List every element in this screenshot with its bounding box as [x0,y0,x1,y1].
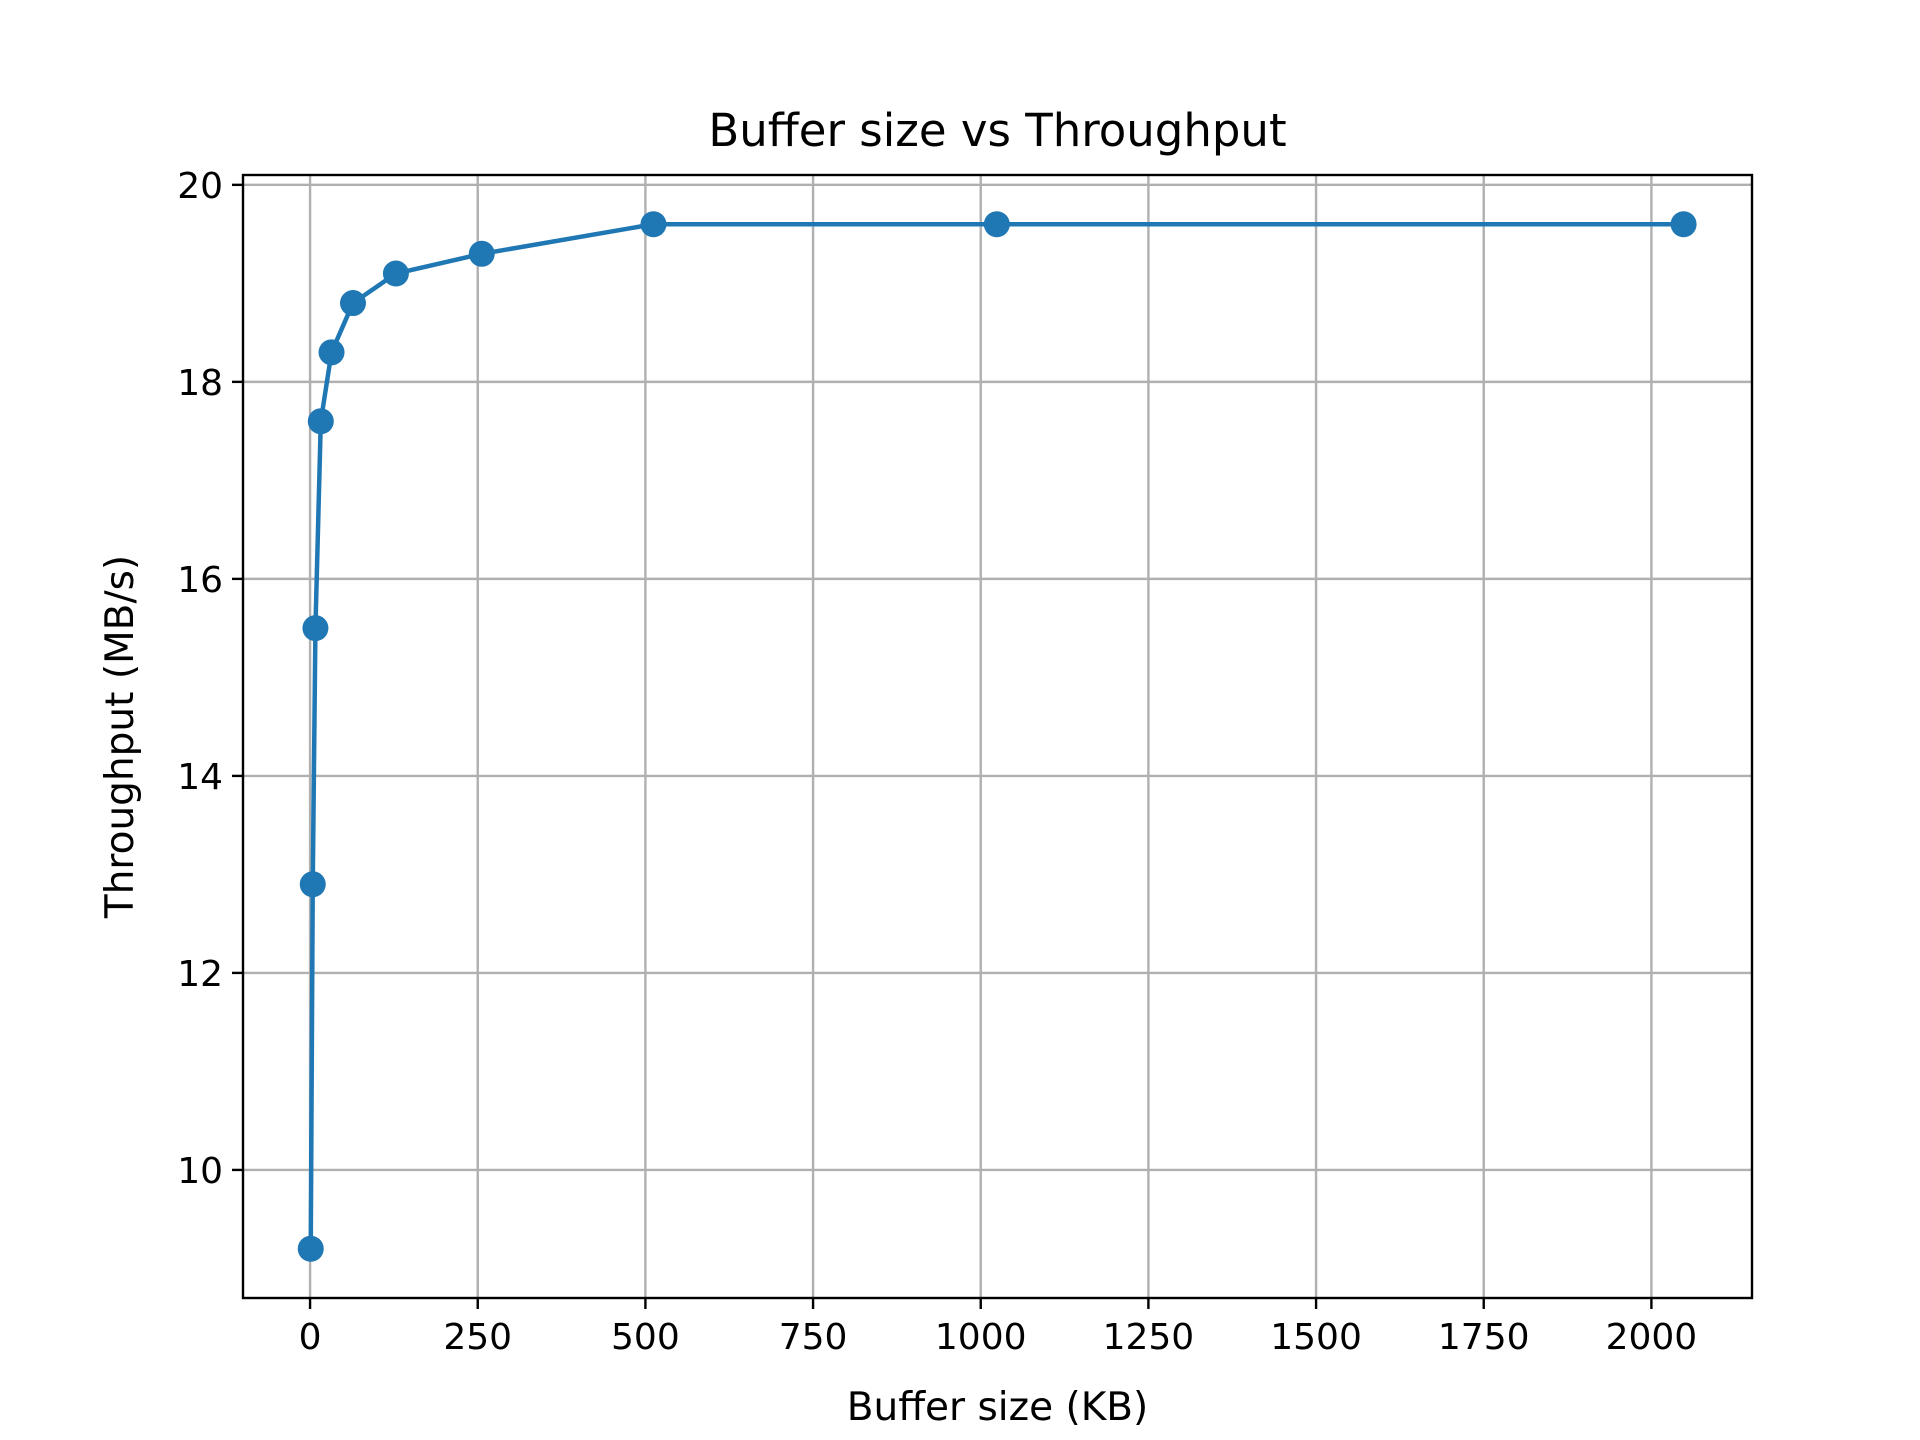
data-point [468,240,495,267]
y-tick-label: 16 [177,560,223,601]
y-tick-label: 12 [177,954,223,995]
y-axis-label: Throughput (MB/s) [98,555,143,919]
data-point [1670,211,1697,238]
data-point [339,290,366,317]
x-tick-label: 1250 [1103,1317,1195,1358]
ticks: 0 250 500 750 1000 1250 1500 1750 2000 10 12 14 16 18… [177,166,1697,1358]
x-tick-label: 750 [779,1317,848,1358]
x-tick-label: 2000 [1606,1317,1698,1358]
x-tick-label: 1500 [1270,1317,1362,1358]
series-line [308,222,1684,1249]
y-tick-label: 18 [177,363,223,404]
x-tick-label: 1750 [1438,1317,1530,1358]
data-point [307,408,334,435]
x-tick-label: 1000 [935,1317,1027,1358]
series-layer [297,211,1697,1262]
y-tick-label: 10 [177,1151,223,1192]
data-point [318,339,345,366]
axes-frame [241,173,1754,1300]
data-point [382,260,409,287]
x-axis-label: Buffer size (KB) [847,1385,1149,1430]
grid [243,175,1752,1298]
data-point [299,871,326,898]
x-tick-label: 250 [443,1317,512,1358]
x-tick-label: 0 [299,1317,322,1358]
y-tick-label: 20 [177,166,223,207]
x-tick-label: 500 [611,1317,680,1358]
data-point [983,211,1010,238]
chart-title: Buffer size vs Throughput [708,104,1286,157]
data-point [640,211,667,238]
data-point [297,1235,324,1262]
y-tick-label: 14 [177,757,223,798]
data-point [302,615,329,642]
